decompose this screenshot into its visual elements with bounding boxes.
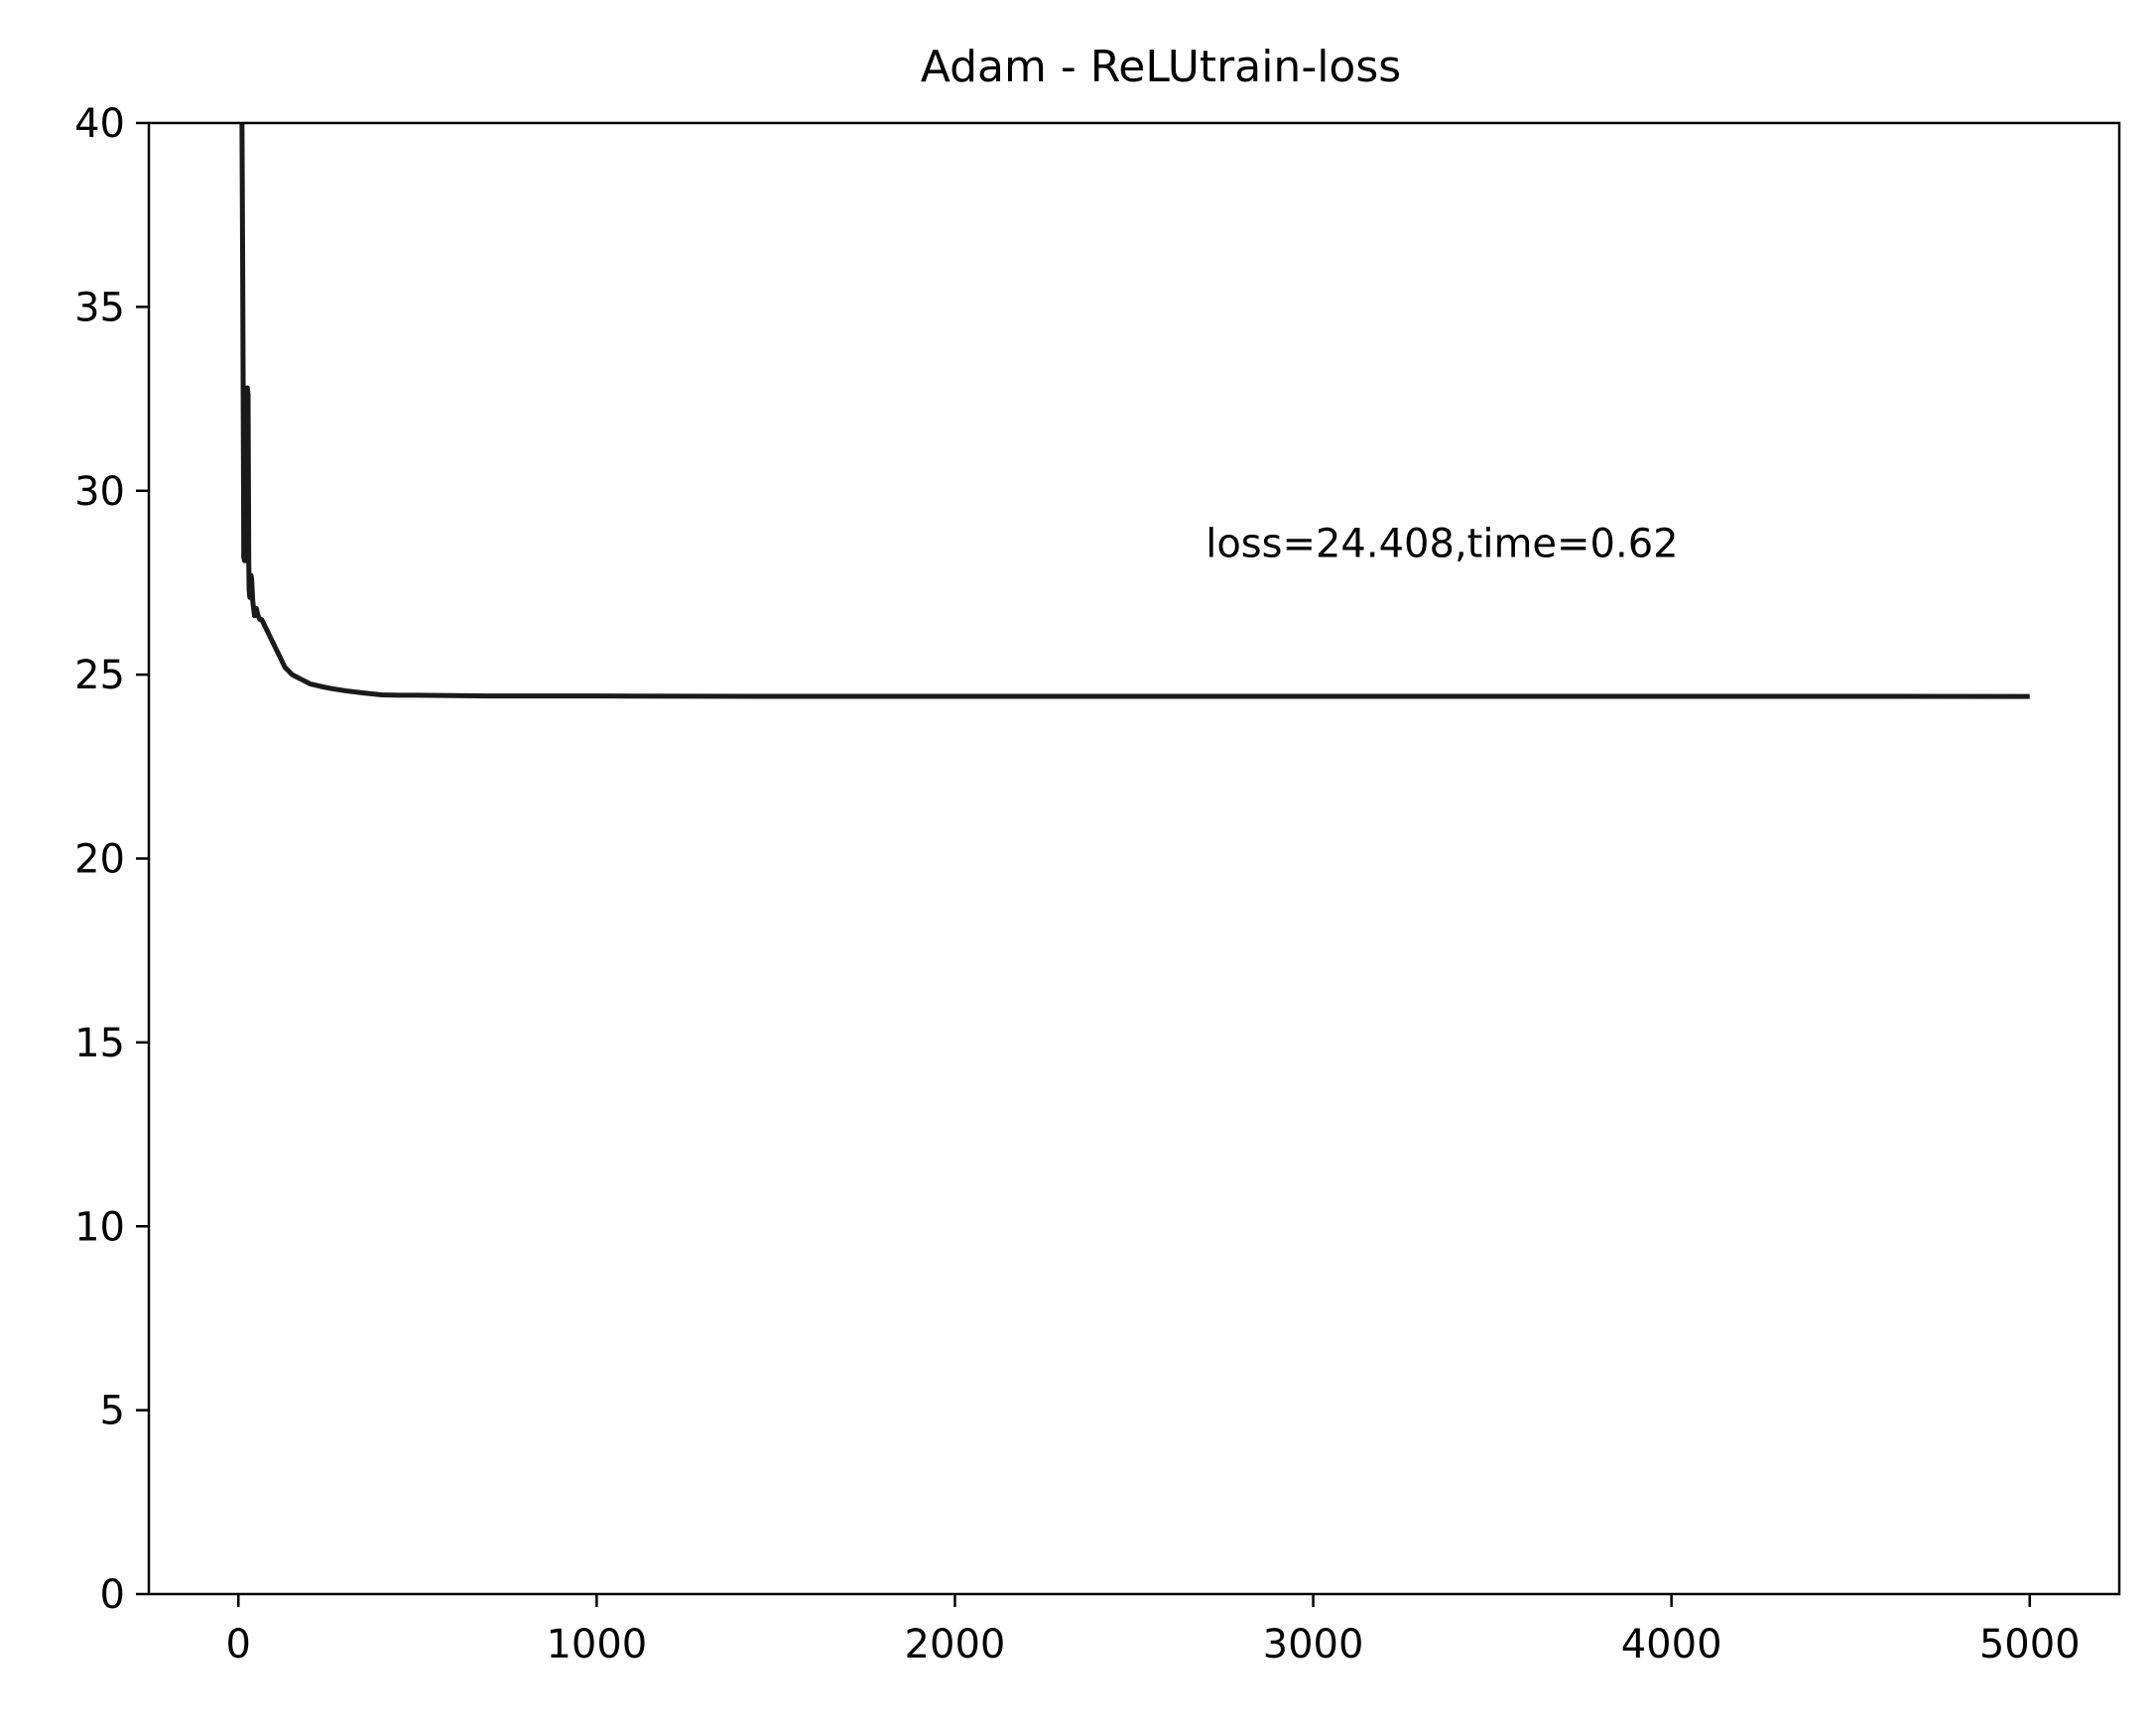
y-tick-label: 40 (74, 101, 125, 147)
y-tick-label: 10 (74, 1204, 125, 1250)
loss-time-annotation: loss=24.408,time=0.62 (1205, 521, 1678, 566)
x-tick-label: 0 (226, 1622, 251, 1667)
y-tick-label: 30 (74, 469, 125, 515)
y-tick-label: 35 (74, 285, 125, 330)
series-line (239, 122, 2030, 699)
x-tick-label: 2000 (905, 1622, 1006, 1667)
x-tick-label: 5000 (1979, 1622, 2081, 1667)
chart-title: Adam - ReLUtrain-loss (921, 42, 1401, 92)
y-axis: 0 5 10 15 20 25 30 35 40 (74, 101, 149, 1618)
y-tick-label: 25 (74, 653, 125, 698)
y-tick-label: 15 (74, 1021, 125, 1066)
series-layer (239, 122, 2030, 699)
x-axis: 0 1000 2000 3000 4000 5000 (226, 1594, 2081, 1667)
y-tick-label: 5 (100, 1389, 125, 1434)
y-tick-label: 0 (100, 1572, 125, 1618)
x-tick-label: 3000 (1263, 1622, 1364, 1667)
x-tick-label: 4000 (1621, 1622, 1722, 1667)
plot-frame (147, 121, 2121, 1596)
x-tick-label: 1000 (546, 1622, 647, 1667)
y-tick-label: 20 (74, 837, 125, 883)
